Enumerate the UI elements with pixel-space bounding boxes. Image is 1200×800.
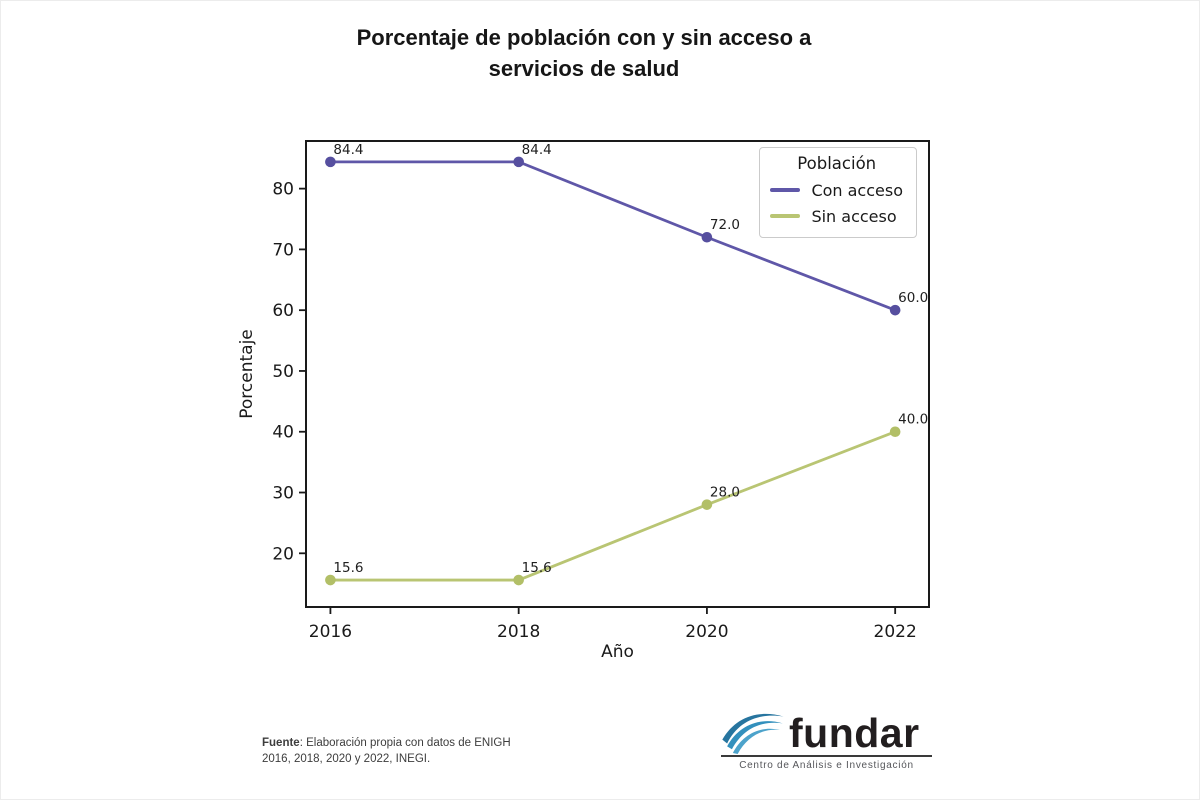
- fundar-logo-row: fundar: [721, 706, 932, 754]
- y-tick-label: 30: [272, 484, 294, 504]
- x-tick-label: 2022: [874, 622, 917, 642]
- data-point-label: 28.0: [710, 485, 740, 501]
- legend-item-con-acceso: Con acceso: [770, 177, 903, 203]
- data-point-marker: [889, 304, 901, 316]
- data-point-marker: [513, 574, 524, 586]
- x-tick-label: 2020: [685, 622, 728, 642]
- legend-label: Con acceso: [811, 180, 903, 200]
- data-point-label: 84.4: [522, 142, 552, 158]
- y-tick-label: 70: [272, 240, 294, 260]
- data-point-marker: [701, 231, 713, 243]
- y-tick-label: 80: [272, 180, 294, 200]
- source-line2: 2016, 2018, 2020 y 2022, INEGI.: [262, 752, 431, 765]
- logo-divider: [721, 755, 932, 757]
- line-chart: 2016 2018 2020 2022 20 30 40 50 60 70 80 Año Porcent…: [237, 140, 930, 662]
- source-text: : Elaboración propia con datos de ENIGH: [299, 737, 511, 749]
- chart-title-line1: Porcentaje de población con y sin acceso…: [356, 25, 812, 50]
- plot-frame: [305, 140, 930, 608]
- y-tick-label: 40: [272, 423, 294, 443]
- legend-swatch: [770, 214, 801, 218]
- legend: Población Con acceso Sin acceso: [759, 147, 917, 238]
- data-point-marker: [513, 156, 524, 168]
- chart-title-line2: servicios de salud: [488, 56, 680, 81]
- fundar-caption: Centro de Análisis e Investigación: [739, 760, 914, 771]
- data-point-label: 15.6: [522, 560, 552, 576]
- y-tick-label: 50: [272, 362, 294, 382]
- y-tick-label: 20: [272, 544, 294, 564]
- legend-title: Población: [797, 154, 877, 173]
- data-point-label: 60.0: [898, 290, 928, 306]
- y-axis-label: Porcentaje: [237, 329, 257, 419]
- plot-area: 2016 2018 2020 2022 20 30 40 50 60 70 80 Año Porcent…: [237, 140, 930, 662]
- legend-label: Sin acceso: [811, 206, 897, 226]
- data-point-marker: [325, 574, 336, 586]
- fundar-wave-icon: [722, 713, 784, 754]
- legend-swatch: [770, 188, 801, 192]
- data-point-marker: [325, 156, 336, 168]
- source-note: Fuente: Elaboración propia con datos de …: [262, 736, 511, 767]
- fundar-wordmark: fundar: [789, 710, 920, 756]
- x-tick-label: 2016: [309, 622, 352, 642]
- data-point-label: 15.6: [333, 560, 363, 576]
- series-line-1: [330, 430, 896, 582]
- fundar-logo: fundar Centro de Análisis e Investigació…: [721, 706, 932, 771]
- data-point-label: 72.0: [710, 217, 740, 233]
- x-axis-label: Año: [601, 642, 634, 662]
- data-point-label: 40.0: [898, 412, 928, 428]
- y-tick-label: 60: [272, 301, 294, 321]
- chart-title: Porcentaje de población con y sin acceso…: [237, 22, 931, 84]
- x-tick-label: 2018: [497, 622, 540, 642]
- source-line1: Fuente: Elaboración propia con datos de …: [262, 736, 511, 752]
- series-line-0: [330, 160, 896, 312]
- data-point-marker: [701, 499, 713, 510]
- source-label: Fuente: [262, 737, 300, 749]
- data-point-marker: [889, 426, 901, 438]
- legend-item-sin-acceso: Sin acceso: [770, 203, 903, 229]
- data-point-label: 84.4: [333, 142, 363, 158]
